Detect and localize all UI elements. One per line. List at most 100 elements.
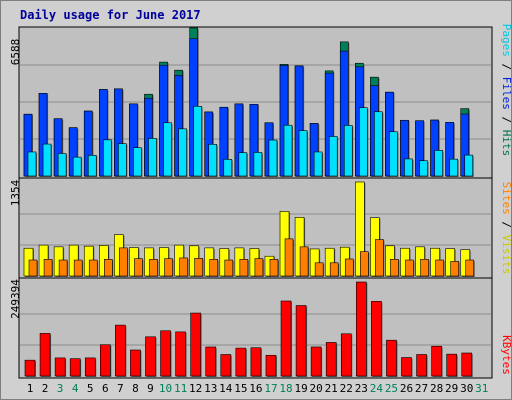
bar-visits-20 [309,248,320,277]
legend-sep-1: / [500,57,512,77]
bar-pages-23 [359,107,368,177]
xtick-13: 13 [204,382,217,395]
xtick-23: 23 [355,382,368,395]
bar-kbytes-27 [416,354,427,377]
xtick-22: 22 [340,382,353,395]
bar-sites-26 [405,259,414,277]
legend-sites: Sites [500,182,512,215]
hits-max-label: 6588 [9,39,22,66]
bar-sites-7 [119,247,128,277]
bar-kbytes-12 [190,312,201,377]
xtick-30: 30 [460,382,473,395]
bar-pages-24 [374,111,383,177]
bar-sites-4 [73,259,83,277]
bar-kbytes-23 [356,281,367,377]
xtick-25: 25 [385,382,398,395]
legend-kbytes: KBytes [500,335,512,375]
legend-sep-3: / [500,215,512,235]
bar-kbytes-16 [250,347,262,377]
bar-kbytes-2 [39,333,51,377]
bar-kbytes-13 [205,346,217,377]
hits-legend: Pages / Files / Hits [500,24,512,157]
xtick-7: 7 [117,382,124,395]
bar-sites-18 [284,238,294,277]
visits-legend: Sites / Visits [500,182,512,275]
xtick-31: 31 [475,382,488,395]
legend-hits: Hits [500,130,512,157]
bar-sites-30 [465,259,475,277]
bar-pages-4 [72,156,82,177]
bar-sites-15 [239,259,249,277]
xtick-28: 28 [430,382,443,395]
bar-sites-1 [28,259,38,277]
visits-max-label: 1354 [9,179,22,206]
bar-kbytes-24 [371,301,382,377]
bar-pages-8 [133,147,142,177]
bar-pages-7 [118,143,127,177]
bar-sites-9 [149,259,158,277]
xtick-19: 19 [294,382,307,395]
bar-pages-20 [313,151,323,177]
bar-kbytes-19 [295,305,307,377]
bar-pages-13 [208,144,218,177]
bar-sites-27 [420,259,429,277]
bar-kbytes-7 [115,324,126,377]
xtick-18: 18 [279,382,292,395]
bar-kbytes-8 [130,349,141,377]
bar-kbytes-11 [175,331,186,377]
xtick-29: 29 [445,382,458,395]
bar-sites-22 [344,258,354,277]
bar-sites-3 [58,259,68,277]
bar-visits-21 [324,247,335,277]
bar-sites-2 [43,259,53,277]
bar-pages-19 [298,130,308,177]
bar-kbytes-1 [24,359,36,377]
bar-pages-26 [404,158,413,177]
bar-pages-28 [434,150,443,177]
xtick-16: 16 [249,382,262,395]
legend-pages: Pages [500,24,512,57]
bar-pages-18 [283,124,293,177]
bar-pages-30 [464,154,474,177]
xtick-17: 17 [264,382,277,395]
xtick-20: 20 [310,382,323,395]
xtick-14: 14 [219,382,233,395]
xtick-8: 8 [132,382,139,395]
bar-sites-19 [299,246,309,277]
bar-sites-6 [104,259,113,277]
bar-sites-13 [209,259,219,277]
bar-kbytes-4 [69,358,81,377]
bar-pages-5 [87,155,97,177]
bar-kbytes-20 [310,346,322,377]
bar-pages-21 [328,136,338,177]
xtick-6: 6 [102,382,109,395]
bar-sites-14 [224,259,234,277]
bar-pages-22 [343,125,353,177]
legend-files: Files [500,77,512,110]
xtick-26: 26 [400,382,413,395]
bar-sites-25 [390,259,399,277]
bar-kbytes-29 [446,353,457,377]
bar-kbytes-3 [54,357,66,377]
bar-sites-28 [435,259,444,277]
xtick-11: 11 [174,382,187,395]
bar-pages-29 [449,158,458,177]
bar-pages-6 [103,139,112,177]
bar-kbytes-17 [265,354,277,377]
bar-kbytes-18 [280,300,292,377]
bar-pages-27 [419,160,428,177]
xtick-24: 24 [370,382,384,395]
bar-sites-11 [179,257,188,277]
bar-pages-1 [27,151,37,177]
xtick-12: 12 [189,382,202,395]
bar-visits-23 [355,181,365,277]
bar-kbytes-30 [461,352,473,377]
bar-sites-23 [360,251,369,277]
bar-kbytes-6 [100,344,111,377]
bar-kbytes-10 [160,330,171,377]
bar-kbytes-25 [386,339,397,377]
xtick-2: 2 [42,382,49,395]
bar-sites-8 [134,258,143,277]
bar-kbytes-22 [340,333,352,377]
